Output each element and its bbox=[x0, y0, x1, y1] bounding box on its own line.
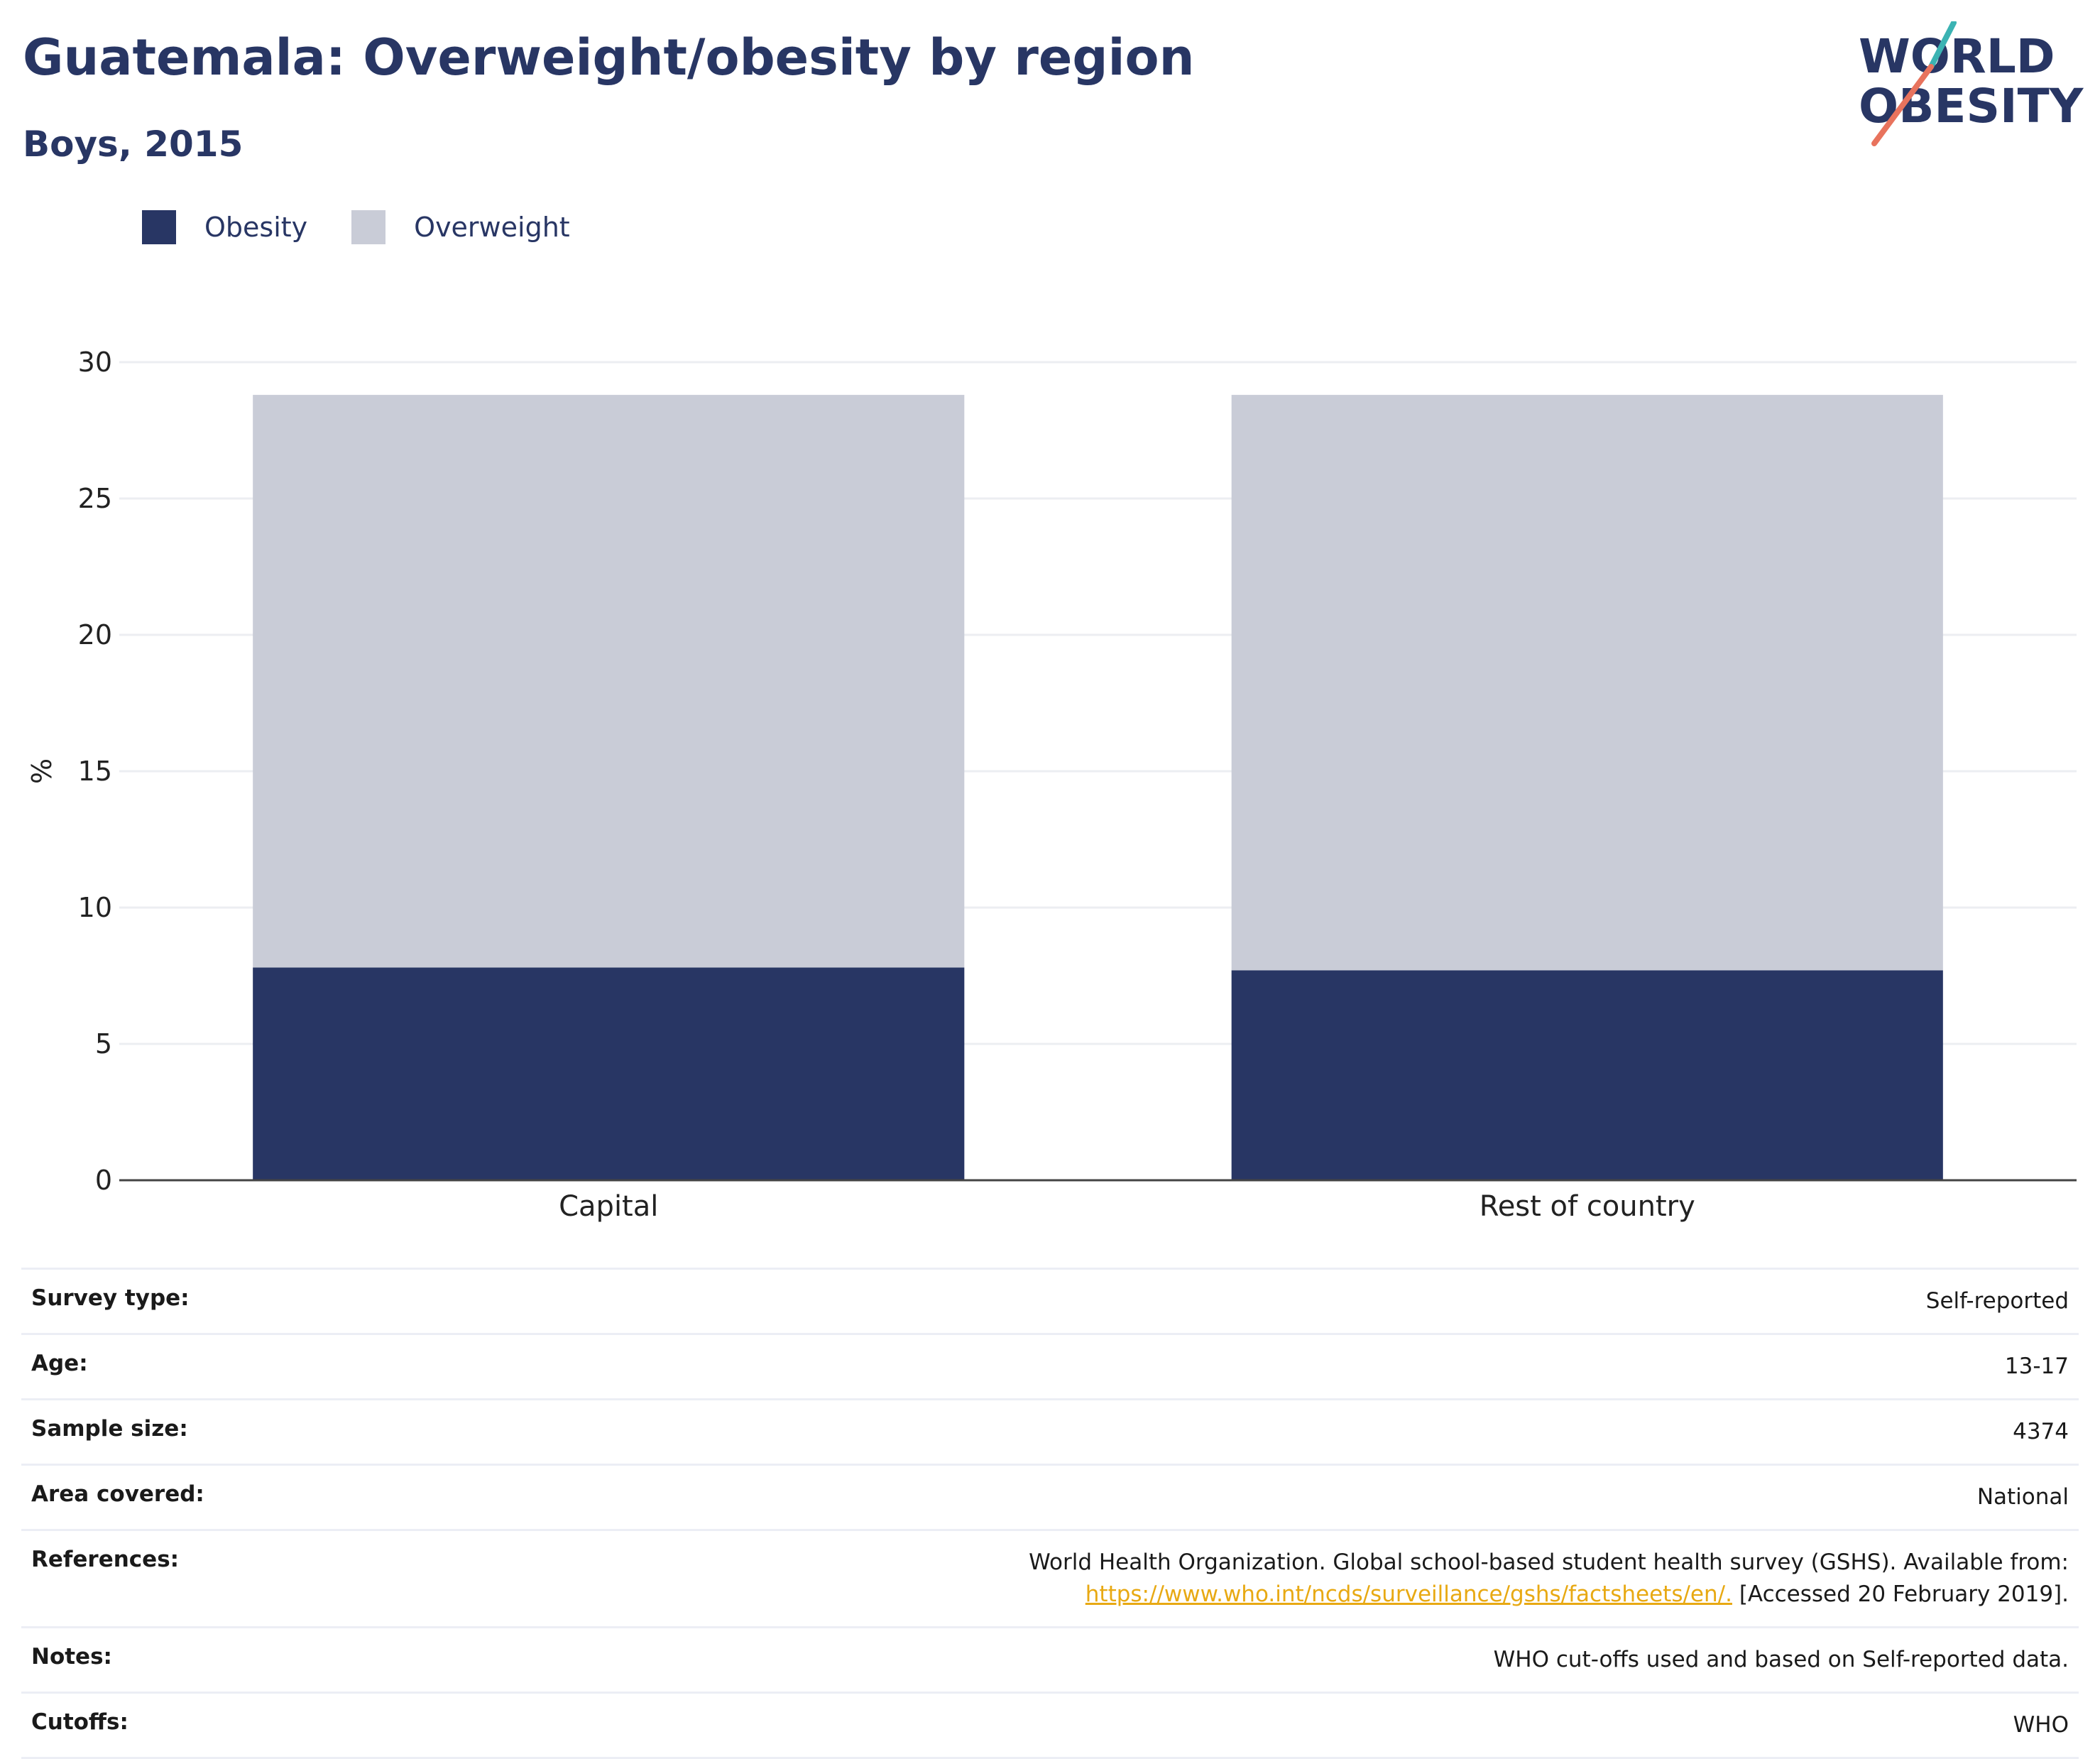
info-label: Sample size: bbox=[21, 1398, 410, 1465]
bar-overweight bbox=[253, 395, 965, 968]
reference-text: World Health Organization. Global school… bbox=[1029, 1549, 2069, 1575]
legend-label-obesity: Obesity bbox=[204, 212, 308, 243]
info-row-cutoffs: Cutoffs: WHO bbox=[21, 1691, 2079, 1759]
svg-text:OBESITY: OBESITY bbox=[1859, 79, 2084, 134]
info-label: Cutoffs: bbox=[21, 1691, 410, 1759]
y-tick-label: 30 bbox=[78, 347, 112, 378]
info-row-sample-size: Sample size: 4374 bbox=[21, 1398, 2079, 1465]
info-row-references: References: World Health Organization. G… bbox=[21, 1528, 2079, 1628]
info-value: 4374 bbox=[410, 1398, 2079, 1465]
legend-item-overweight[interactable]: Overweight bbox=[351, 210, 570, 244]
info-value: National bbox=[410, 1463, 2079, 1530]
y-tick-label: 25 bbox=[78, 483, 112, 514]
bar-overweight bbox=[1231, 395, 1943, 971]
x-tick-label: Rest of country bbox=[1480, 1190, 1695, 1223]
info-value: WHO bbox=[410, 1691, 2079, 1759]
info-row-age: Age: 13-17 bbox=[21, 1332, 2079, 1400]
legend-swatch-obesity bbox=[142, 210, 176, 244]
info-value: WHO cut-offs used and based on Self-repo… bbox=[410, 1625, 2079, 1693]
info-value: Self-reported bbox=[410, 1268, 2079, 1334]
legend-item-obesity[interactable]: Obesity bbox=[142, 210, 307, 244]
info-row-survey-type: Survey type: Self-reported bbox=[21, 1268, 2079, 1334]
bar-obesity bbox=[253, 967, 965, 1180]
y-tick-label: 5 bbox=[95, 1028, 112, 1060]
reference-link[interactable]: https://www.who.int/ncds/surveillance/gs… bbox=[1085, 1581, 1732, 1607]
svg-text:WORLD: WORLD bbox=[1859, 29, 2055, 84]
bar-obesity bbox=[1231, 970, 1943, 1180]
info-label: Age: bbox=[21, 1332, 410, 1400]
y-tick-label: 15 bbox=[78, 756, 112, 787]
legend-swatch-overweight bbox=[351, 210, 386, 244]
chart-subtitle: Boys, 2015 bbox=[23, 124, 244, 165]
info-label: Notes: bbox=[21, 1625, 410, 1693]
info-row-area-covered: Area covered: National bbox=[21, 1463, 2079, 1530]
legend-label-overweight: Overweight bbox=[414, 212, 570, 243]
info-row-notes: Notes: WHO cut-offs used and based on Se… bbox=[21, 1625, 2079, 1693]
stacked-bar-chart: 0 5 10 15 20 25 30% Capital Rest of country bbox=[26, 347, 2077, 1223]
world-obesity-logo: WORLD OBESITY bbox=[1859, 21, 2084, 146]
survey-info-table: Survey type: Self-reported Age: 13-17 Sa… bbox=[21, 1268, 2079, 1759]
y-axis-label: % bbox=[26, 758, 58, 784]
info-value: World Health Organization. Global school… bbox=[410, 1528, 2079, 1628]
chart-title: Guatemala: Overweight/obesity by region bbox=[23, 28, 1195, 87]
chart-legend: Obesity Overweight bbox=[142, 210, 614, 244]
x-tick-label: Capital bbox=[559, 1190, 658, 1223]
info-label: References: bbox=[21, 1528, 410, 1628]
info-label: Area covered: bbox=[21, 1463, 410, 1530]
info-label: Survey type: bbox=[21, 1268, 410, 1334]
y-tick-label: 10 bbox=[78, 892, 112, 923]
info-value: 13-17 bbox=[410, 1332, 2079, 1400]
y-tick-label: 20 bbox=[78, 619, 112, 650]
y-tick-label: 0 bbox=[95, 1165, 112, 1196]
reference-accessed: [Accessed 20 February 2019]. bbox=[1739, 1581, 2069, 1607]
